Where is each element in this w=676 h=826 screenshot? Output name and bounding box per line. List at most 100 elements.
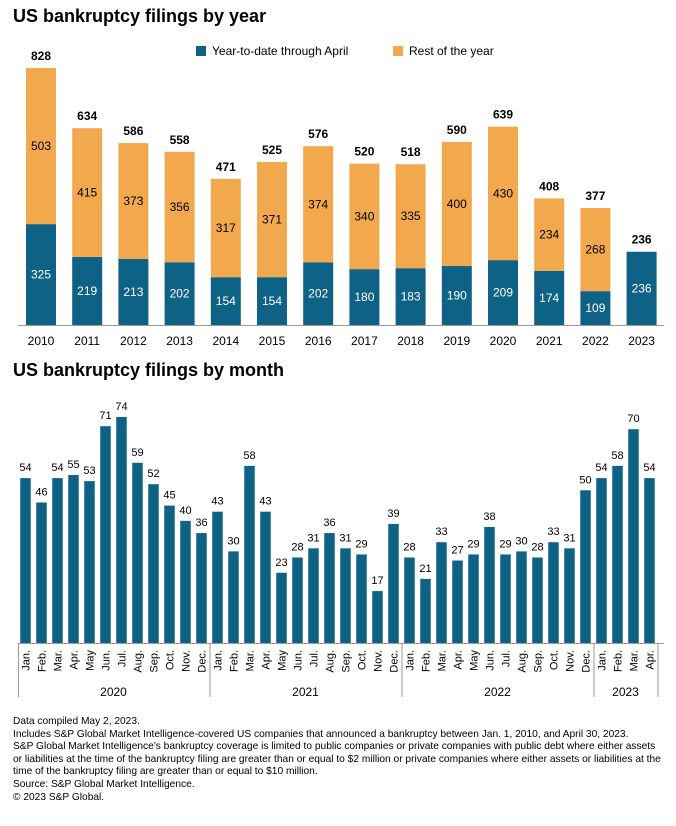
data-label-month-5: 71 (99, 410, 111, 422)
data-label-month-6: 74 (115, 401, 127, 413)
x-tick-label-month-39: Apr. (645, 650, 657, 670)
x-tick-label-2015: 2015 (259, 334, 286, 348)
data-label-month-23: 39 (387, 508, 399, 520)
bar-month-5 (100, 426, 111, 643)
x-tick-label-2023: 2023 (628, 334, 655, 348)
x-tick-label-month-31: Aug. (517, 650, 529, 673)
data-label-month-17: 28 (291, 541, 303, 553)
legend-label-rest: Rest of the year (409, 44, 494, 58)
bar-ytd-2014 (210, 277, 241, 325)
chart-title-by-month: US bankruptcy filings by month (13, 360, 285, 380)
bar-rest-2021 (534, 198, 565, 271)
bar-month-17 (292, 557, 303, 643)
bar-month-22 (372, 591, 383, 643)
x-tick-label-2021: 2021 (536, 334, 563, 348)
data-label-month-0: 54 (19, 462, 31, 474)
x-tick-label-2013: 2013 (166, 334, 193, 348)
data-label-month-20: 31 (339, 532, 351, 544)
group-label-2023: 2023 (612, 685, 639, 699)
x-tick-label-month-33: Oct. (549, 650, 561, 670)
bar-month-37 (612, 465, 623, 643)
total-label-2011: 634 (77, 109, 97, 123)
x-tick-label-month-2: Mar. (53, 650, 65, 671)
legend-label-ytd: Year-to-date through April (212, 44, 349, 58)
bar-month-8 (148, 484, 159, 643)
bar-month-33 (548, 542, 559, 643)
data-label-month-33: 33 (547, 526, 559, 538)
data-label-rest-2019: 400 (447, 197, 467, 211)
group-label-2022: 2022 (484, 685, 511, 699)
data-label-month-31: 30 (515, 535, 527, 547)
bar-month-32 (532, 557, 543, 643)
bar-month-30 (500, 554, 511, 643)
bar-month-9 (164, 505, 175, 643)
x-tick-label-2017: 2017 (351, 334, 378, 348)
bar-month-11 (196, 533, 207, 643)
data-label-rest-2020: 430 (493, 186, 513, 200)
footnotes: Data compiled May 2, 2023. Includes S&P … (13, 716, 663, 804)
data-label-ytd-2021: 174 (539, 291, 559, 305)
legend-item-rest: Rest of the year (393, 44, 494, 58)
yearly-stacked-bar-chart: 325 503 828 2010 219 415 634 2011 213 373 586 2012 2… (18, 49, 664, 348)
data-label-ytd-2017: 180 (354, 290, 374, 304)
bar-rest-2010 (26, 68, 56, 225)
footnote-criteria: S&P Global Market Intelligence's bankrup… (13, 741, 661, 778)
total-label-2016: 576 (308, 127, 328, 141)
bar-month-15 (260, 511, 271, 643)
data-label-rest-2017: 340 (354, 209, 374, 223)
bar-month-6 (116, 417, 127, 643)
x-tick-label-month-16: May (277, 650, 289, 671)
bar-rest-2014 (210, 178, 241, 278)
x-tick-label-month-12: Jan. (213, 650, 225, 671)
bar-month-21 (356, 554, 367, 643)
data-label-month-18: 31 (307, 532, 319, 544)
data-label-month-27: 27 (451, 545, 463, 557)
bar-month-1 (36, 502, 47, 643)
x-tick-label-month-20: Sep. (341, 650, 353, 673)
data-label-month-13: 30 (227, 535, 239, 547)
data-label-month-28: 29 (467, 538, 479, 550)
x-tick-label-2018: 2018 (397, 334, 424, 348)
data-label-month-11: 36 (195, 517, 207, 529)
x-tick-label-month-8: Sep. (149, 650, 161, 673)
data-label-rest-2015: 371 (262, 213, 282, 227)
group-label-2020: 2020 (100, 685, 127, 699)
total-label-2013: 558 (170, 133, 190, 147)
data-label-rest-2013: 356 (170, 200, 190, 214)
x-tick-label-month-11: Dec. (197, 650, 209, 673)
bar-ytd-2010 (26, 224, 56, 325)
data-label-ytd-2012: 213 (123, 285, 143, 299)
bar-ytd-2012 (118, 258, 149, 325)
data-label-month-22: 17 (371, 575, 383, 587)
bar-ytd-2018 (395, 268, 426, 325)
data-label-ytd-2023: 236 (632, 281, 652, 295)
total-label-2012: 586 (123, 124, 143, 138)
bar-month-2 (52, 478, 63, 643)
x-tick-label-month-29: Jun. (485, 650, 497, 671)
bar-month-34 (564, 548, 575, 643)
data-label-month-39: 54 (643, 462, 655, 474)
bar-ytd-2023 (626, 251, 657, 325)
data-label-ytd-2011: 219 (77, 284, 97, 298)
bar-month-18 (308, 548, 319, 643)
x-tick-label-month-26: Mar. (437, 650, 449, 671)
x-tick-label-2019: 2019 (443, 334, 470, 348)
x-tick-label-month-0: Jan. (21, 650, 33, 671)
bar-rest-2012 (118, 143, 149, 259)
bar-ytd-2015 (257, 277, 287, 325)
data-label-month-35: 50 (579, 474, 591, 486)
bar-rest-2018 (395, 164, 426, 269)
data-label-ytd-2020: 209 (493, 286, 513, 300)
bar-month-20 (340, 548, 351, 643)
bar-month-7 (132, 462, 143, 643)
bar-ytd-2021 (534, 270, 565, 325)
bar-month-14 (244, 465, 255, 643)
bar-month-27 (452, 560, 463, 643)
x-tick-label-month-10: Nov. (181, 650, 193, 672)
data-label-month-12: 43 (211, 496, 223, 508)
data-label-month-10: 40 (179, 505, 191, 517)
bar-ytd-2011 (72, 257, 103, 325)
footnote-compiled: Data compiled May 2, 2023. (13, 716, 140, 727)
bar-month-3 (68, 475, 79, 643)
total-label-2020: 639 (493, 108, 513, 122)
